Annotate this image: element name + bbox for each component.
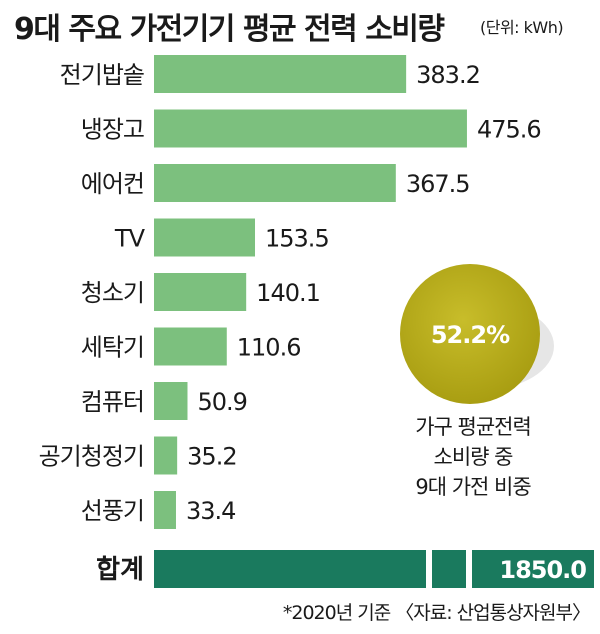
value-label: 33.4 [186,497,235,525]
total-value: 1850.0 [499,556,586,584]
bar [154,382,188,420]
share-caption: 가구 평균전력 소비량 중 9대 가전 비중 [398,412,548,502]
share-caption-line: 소비량 중 [433,445,514,469]
bar [154,273,247,311]
total-bar-segment [432,550,466,588]
source-note: *2020년 기준 〈자료: 산업통상자원부〉 [282,602,591,624]
bar [154,218,256,257]
total-label: 합계 [96,555,144,585]
category-label: 냉장고 [81,116,144,144]
category-label: 컴퓨터 [81,388,144,416]
total-bar-segment [154,550,426,588]
total-row: 합계 1850.0 [96,550,594,588]
bar [154,55,407,93]
bars-group: 전기밥솥 383.2 냉장고 475.6 에어컨 367.5 TV 153.5 청소기 140.1… [39,55,542,529]
share-value: 52.2% [431,321,510,349]
bar [154,436,178,475]
category-label: TV [114,225,146,253]
value-label: 383.2 [416,61,480,89]
category-label: 세탁기 [81,334,144,362]
value-label: 367.5 [406,170,470,198]
share-caption-line: 9대 가전 비중 [415,475,531,499]
share-circle: 52.2% [400,264,554,404]
category-label: 공기청정기 [39,443,144,471]
total-bar-segment [472,550,594,588]
bar [154,327,227,366]
bar [154,164,396,202]
value-label: 35.2 [187,443,236,471]
category-label: 전기밥솥 [60,61,144,89]
unit-label: (단위: kWh) [480,18,564,37]
category-label: 에어컨 [81,170,144,198]
chart-title: 9대 주요 가전기기 평균 전력 소비량 [14,12,445,47]
value-label: 50.9 [197,388,246,416]
bar [154,109,467,148]
bar [154,491,176,529]
category-label: 선풍기 [81,497,144,525]
category-label: 청소기 [81,279,144,307]
value-label: 153.5 [265,225,329,253]
share-caption-line: 가구 평균전력 [415,415,532,439]
value-label: 140.1 [256,279,320,307]
value-label: 110.6 [237,334,301,362]
share-circle-disc [400,264,540,404]
value-label: 475.6 [477,116,541,144]
